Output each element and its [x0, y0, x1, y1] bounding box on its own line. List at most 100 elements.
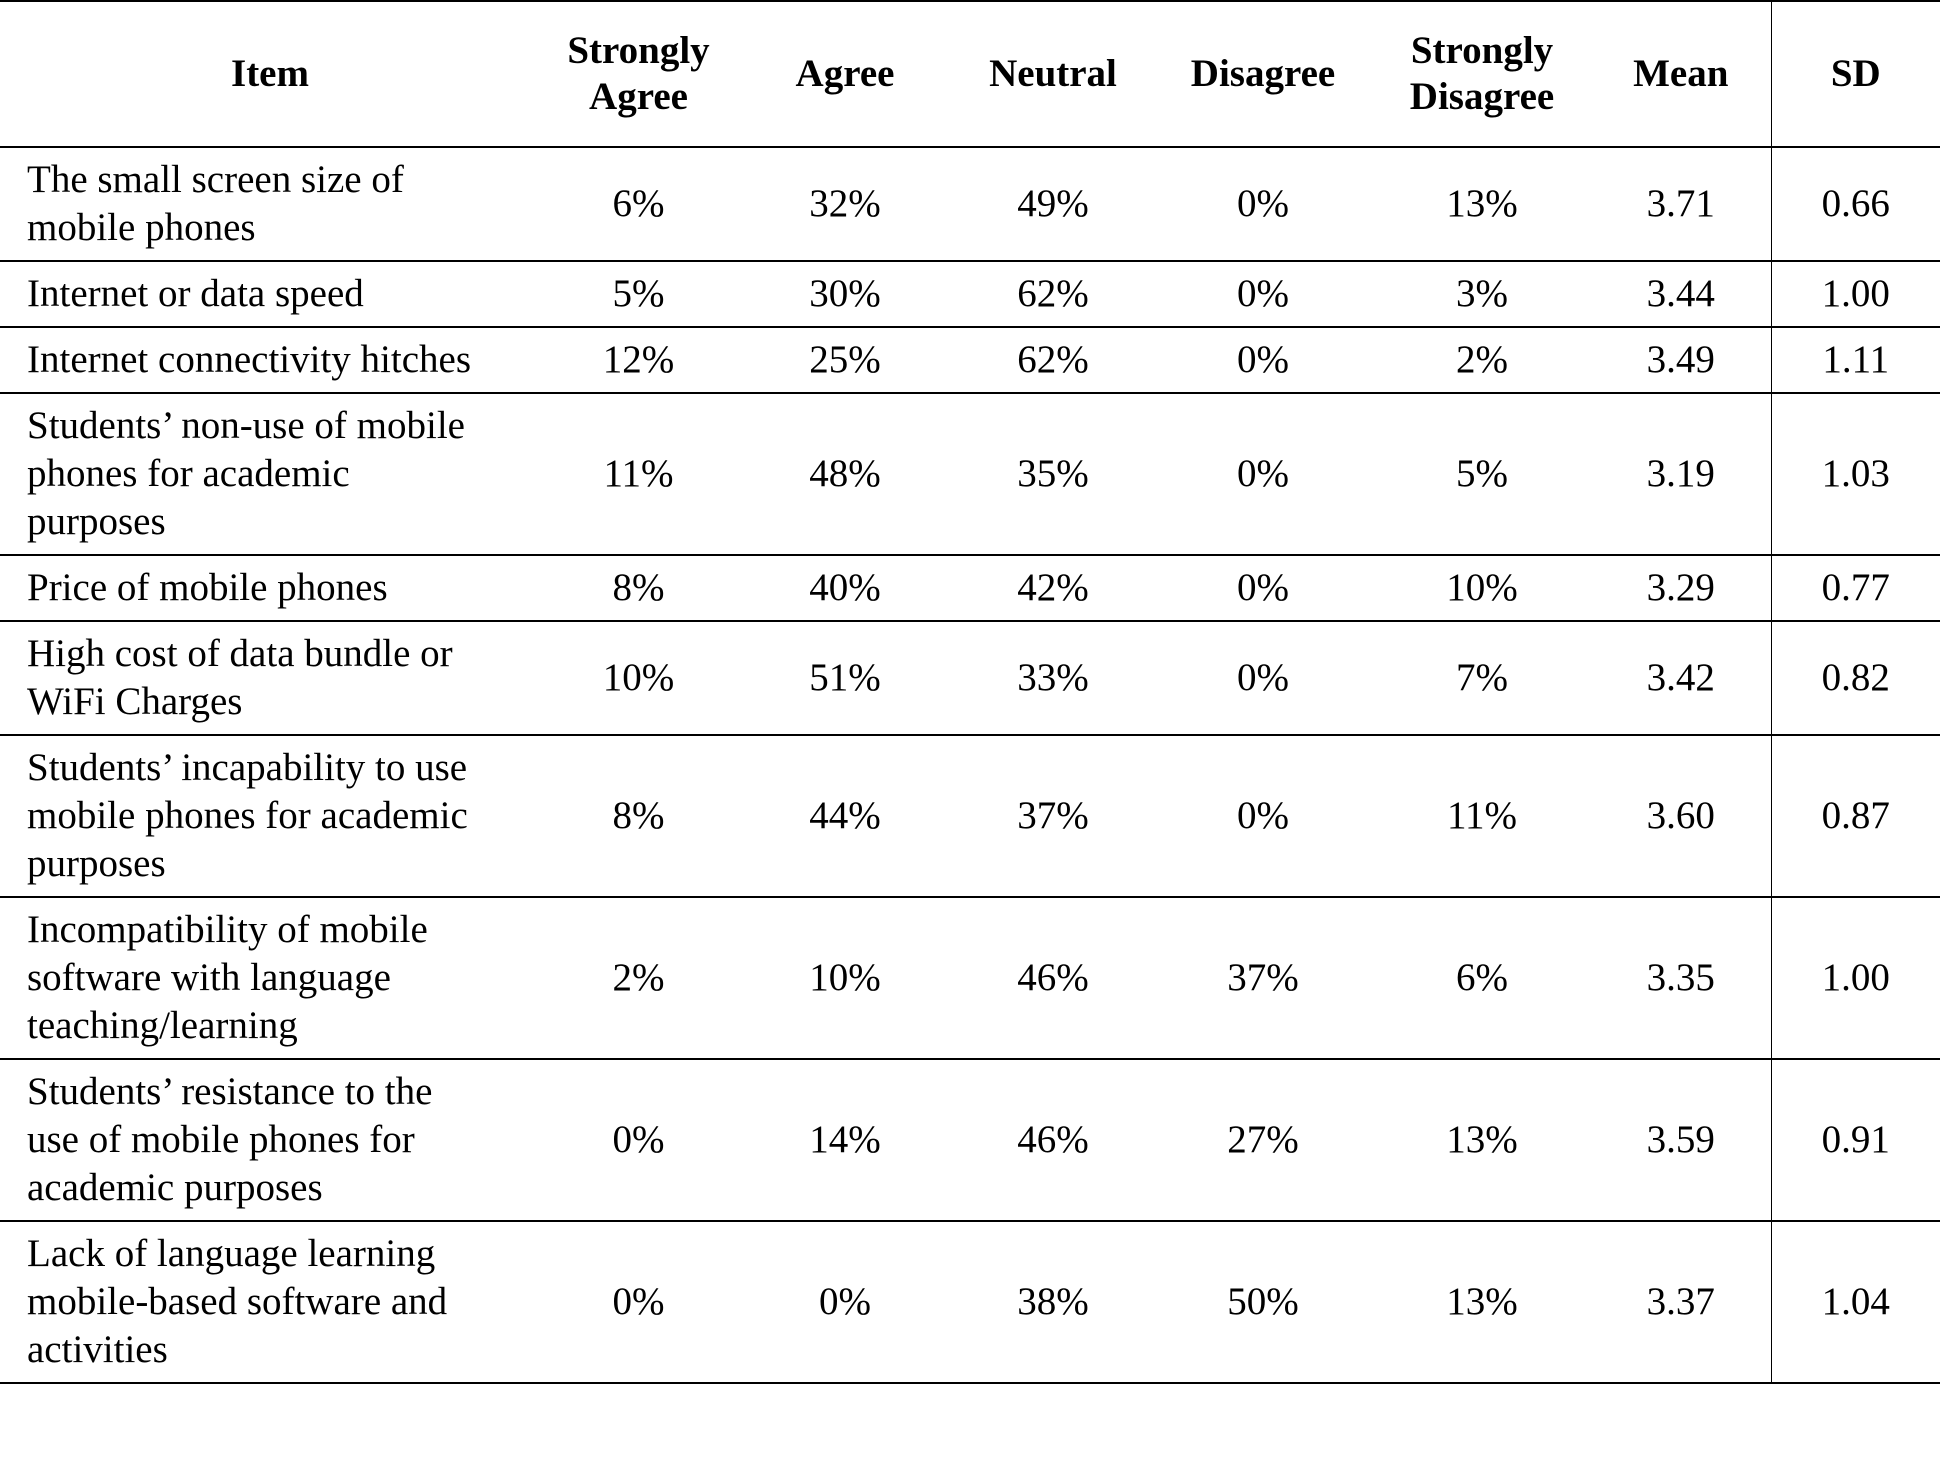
header-strongly-disagree-line1: Strongly — [1410, 29, 1554, 72]
table-row: Students’ incapability to use mobile phon… — [0, 735, 1940, 898]
item-text-line: The small screen size of — [27, 158, 404, 201]
cell-strongly-agree: 11% — [540, 393, 737, 556]
cell-mean: 3.49 — [1591, 327, 1771, 394]
cell-strongly-agree: 10% — [540, 621, 737, 736]
table-row: The small screen size of mobile phones 6% 3… — [0, 147, 1940, 262]
cell-agree: 30% — [737, 261, 953, 328]
cell-neutral: 33% — [953, 621, 1153, 736]
item-text-line: Incompatibility of mobile — [27, 908, 428, 951]
cell-strongly-disagree: 13% — [1373, 1221, 1591, 1384]
item-text-line: mobile phones for academic — [27, 794, 468, 837]
cell-agree: 48% — [737, 393, 953, 556]
item-text-line: Students’ non-use of mobile — [27, 404, 465, 447]
table-row: Internet connectivity hitches 12% 25% 62% 0%… — [0, 327, 1940, 394]
header-neutral: Neutral — [953, 0, 1153, 148]
cell-agree: 44% — [737, 735, 953, 898]
cell-strongly-disagree: 3% — [1373, 261, 1591, 328]
cell-disagree: 0% — [1153, 147, 1373, 262]
cell-neutral: 42% — [953, 555, 1153, 622]
item-text-line: mobile phones — [27, 206, 256, 249]
cell-disagree: 37% — [1153, 897, 1373, 1060]
table-body: The small screen size of mobile phones 6% 3… — [0, 147, 1940, 1384]
table-row: Students’ non-use of mobile phones for ac… — [0, 393, 1940, 556]
cell-neutral: 37% — [953, 735, 1153, 898]
cell-disagree: 0% — [1153, 735, 1373, 898]
cell-sd: 0.82 — [1770, 621, 1940, 736]
item-text-line: activities — [27, 1328, 168, 1371]
cell-item: Lack of language learning mobile-based so… — [0, 1221, 540, 1384]
item-text-line: use of mobile phones for — [27, 1118, 415, 1161]
table-row: Incompatibility of mobile software with l… — [0, 897, 1940, 1060]
cell-mean: 3.44 — [1591, 261, 1771, 328]
cell-neutral: 46% — [953, 1059, 1153, 1222]
cell-agree: 40% — [737, 555, 953, 622]
cell-strongly-disagree: 5% — [1373, 393, 1591, 556]
cell-strongly-agree: 5% — [540, 261, 737, 328]
cell-agree: 51% — [737, 621, 953, 736]
cell-agree: 0% — [737, 1221, 953, 1384]
cell-strongly-disagree: 13% — [1373, 1059, 1591, 1222]
cell-disagree: 0% — [1153, 393, 1373, 556]
cell-sd: 1.04 — [1770, 1221, 1940, 1384]
header-strongly-disagree: Strongly Disagree — [1373, 0, 1591, 148]
header-item: Item — [0, 0, 540, 148]
item-text-line: software with language — [27, 956, 391, 999]
cell-strongly-disagree: 6% — [1373, 897, 1591, 1060]
cell-strongly-agree: 6% — [540, 147, 737, 262]
cell-disagree: 0% — [1153, 261, 1373, 328]
cell-strongly-agree: 12% — [540, 327, 737, 394]
header-strongly-agree-line1: Strongly — [567, 29, 710, 72]
cell-mean: 3.60 — [1591, 735, 1771, 898]
item-text-line: Students’ incapability to use — [27, 746, 468, 789]
item-text-line: WiFi Charges — [27, 680, 243, 723]
table-row: Lack of language learning mobile-based so… — [0, 1221, 1940, 1384]
cell-item: Price of mobile phones — [0, 555, 540, 622]
cell-item: Internet connectivity hitches — [0, 327, 540, 394]
cell-mean: 3.42 — [1591, 621, 1771, 736]
cell-mean: 3.29 — [1591, 555, 1771, 622]
cell-item: High cost of data bundle or WiFi Charges — [0, 621, 540, 736]
item-text-line: High cost of data bundle or — [27, 632, 453, 675]
cell-agree: 32% — [737, 147, 953, 262]
cell-disagree: 0% — [1153, 555, 1373, 622]
cell-sd: 1.00 — [1770, 261, 1940, 328]
table-header: Item Strongly Agree Agree Neutral Disagr… — [0, 0, 1940, 148]
cell-item: Students’ resistance to the use of mobile… — [0, 1059, 540, 1222]
cell-neutral: 38% — [953, 1221, 1153, 1384]
cell-sd: 0.87 — [1770, 735, 1940, 898]
table-row: Price of mobile phones 8% 40% 42% 0% 10% 3.29 0… — [0, 555, 1940, 622]
cell-neutral: 49% — [953, 147, 1153, 262]
cell-item: The small screen size of mobile phones — [0, 147, 540, 262]
cell-strongly-disagree: 7% — [1373, 621, 1591, 736]
cell-neutral: 62% — [953, 327, 1153, 394]
cell-sd: 1.11 — [1770, 327, 1940, 394]
header-strongly-agree-line2: Agree — [589, 75, 688, 118]
cell-mean: 3.19 — [1591, 393, 1771, 556]
cell-mean: 3.71 — [1591, 147, 1771, 262]
cell-strongly-disagree: 13% — [1373, 147, 1591, 262]
cell-item: Students’ non-use of mobile phones for ac… — [0, 393, 540, 556]
cell-agree: 14% — [737, 1059, 953, 1222]
header-mean: Mean — [1591, 0, 1771, 148]
cell-item: Internet or data speed — [0, 261, 540, 328]
cell-sd: 1.03 — [1770, 393, 1940, 556]
header-disagree: Disagree — [1153, 0, 1373, 148]
cell-neutral: 62% — [953, 261, 1153, 328]
cell-neutral: 35% — [953, 393, 1153, 556]
cell-disagree: 27% — [1153, 1059, 1373, 1222]
item-text-line: Internet connectivity hitches — [27, 338, 472, 381]
item-text-line: mobile-based software and — [27, 1280, 448, 1323]
item-text-line: Internet or data speed — [27, 272, 364, 315]
header-agree: Agree — [737, 0, 953, 148]
cell-item: Incompatibility of mobile software with l… — [0, 897, 540, 1060]
item-text-line: purposes — [27, 500, 166, 543]
table-row: Internet or data speed 5% 30% 62% 0% 3% 3.44 1.… — [0, 261, 1940, 328]
cell-strongly-disagree: 2% — [1373, 327, 1591, 394]
cell-strongly-disagree: 10% — [1373, 555, 1591, 622]
cell-strongly-disagree: 11% — [1373, 735, 1591, 898]
survey-results-table: Item Strongly Agree Agree Neutral Disagr… — [0, 0, 1940, 1384]
cell-agree: 10% — [737, 897, 953, 1060]
item-text-line: Lack of language learning — [27, 1232, 436, 1275]
header-row: Item Strongly Agree Agree Neutral Disagr… — [0, 0, 1940, 148]
header-strongly-disagree-line2: Disagree — [1409, 75, 1555, 118]
